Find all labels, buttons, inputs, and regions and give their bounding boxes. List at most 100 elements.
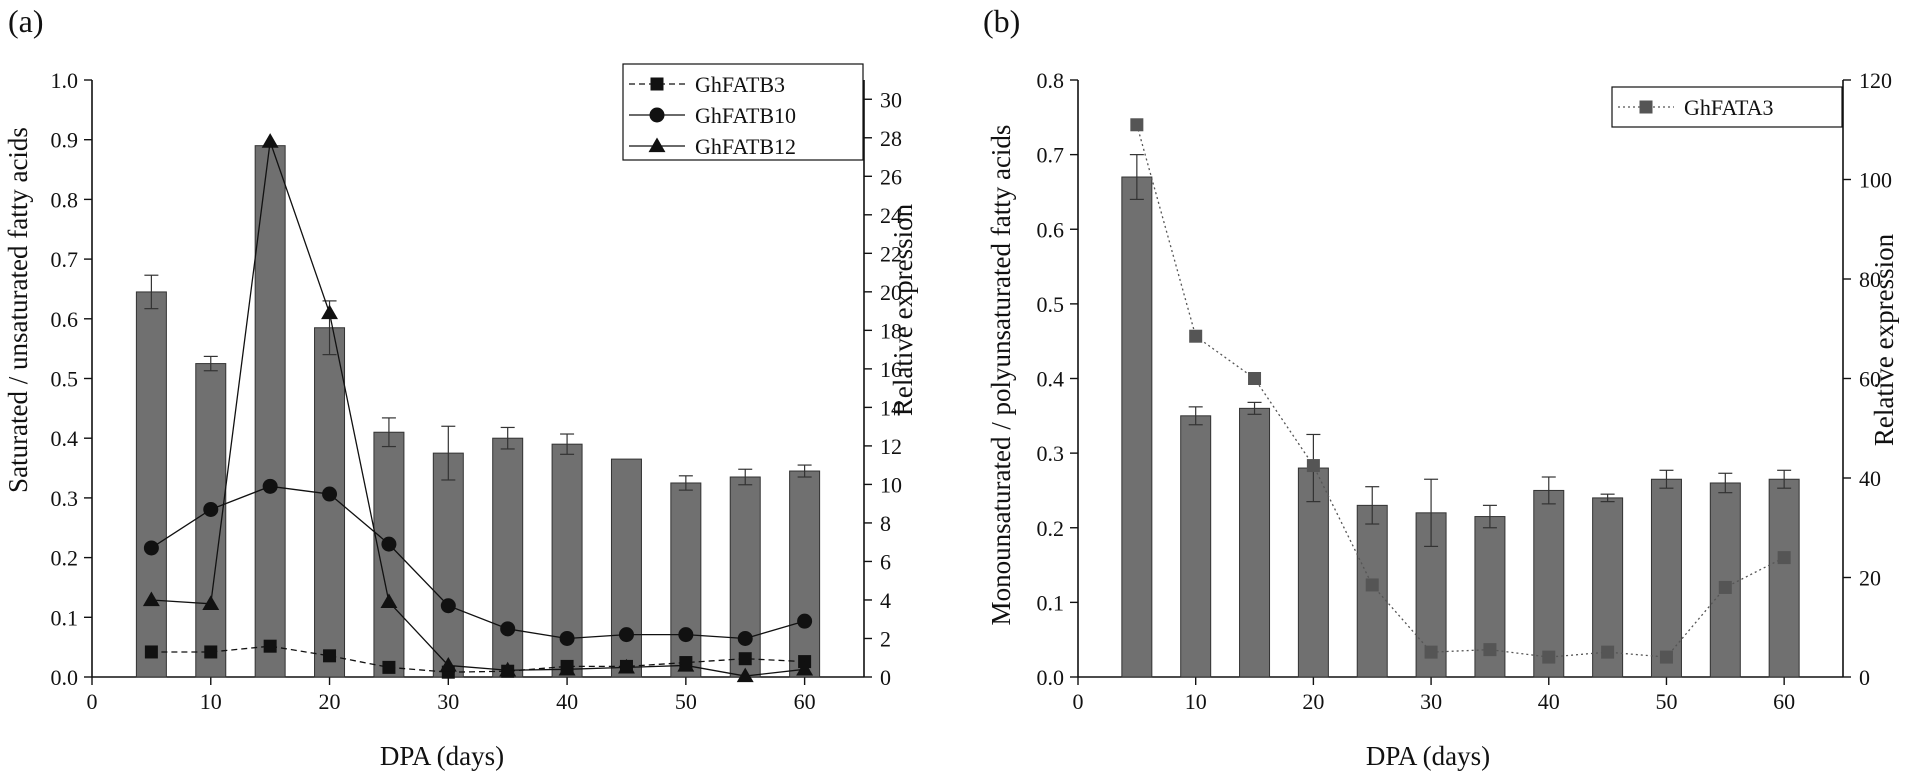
legend: GhFATA3	[1611, 86, 1843, 128]
y-tick-label: 0.8	[1037, 68, 1065, 93]
y2-tick-label: 12	[880, 434, 902, 459]
legend-marker	[650, 77, 664, 91]
series-line-ghfata3	[1136, 124, 1785, 658]
bar	[1533, 489, 1565, 678]
data-point	[261, 133, 279, 148]
y2-tick-label: 120	[1859, 68, 1892, 93]
data-point	[144, 645, 158, 659]
data-point	[381, 536, 397, 552]
data-point	[1365, 578, 1379, 592]
bar	[1297, 467, 1329, 678]
y2-axis-title: Relative expression	[1869, 233, 1899, 446]
legend: GhFATB3 GhFATB10 GhFATB12	[622, 63, 864, 161]
bars	[135, 145, 821, 678]
panel-a: (a) 0 10 20 30 40 50 600.00.10.20.30.40.50.60.…	[3, 3, 918, 771]
y2-tick-label: 60	[1859, 367, 1881, 392]
y2-tick-label: 2	[880, 626, 891, 651]
y-tick-label: 0.2	[51, 546, 79, 571]
data-point	[202, 595, 220, 610]
y-tick-label: 0.1	[1037, 590, 1065, 615]
y-tick-label: 0.9	[51, 128, 79, 153]
y-tick-label: 0.0	[51, 665, 79, 690]
y-tick-label: 0.1	[51, 605, 79, 630]
data-point	[737, 630, 753, 646]
data-point	[322, 486, 338, 502]
bar	[492, 437, 524, 678]
x-tick-label: 60	[1773, 689, 1795, 714]
bar	[195, 363, 227, 678]
data-point	[143, 540, 159, 556]
bar	[254, 145, 286, 678]
y-tick-label: 0.3	[51, 486, 79, 511]
y2-tick-label: 16	[880, 357, 902, 382]
y2-tick-label: 20	[880, 280, 902, 305]
data-point	[439, 656, 457, 672]
y-axis-title: Saturated / unsaturated fatty acids	[3, 127, 33, 493]
bar	[432, 452, 464, 678]
y-tick-label: 0.5	[1037, 292, 1065, 317]
data-point	[321, 304, 339, 320]
y-tick-label: 1.0	[51, 68, 79, 93]
data-point	[1659, 650, 1673, 664]
y-tick-label: 0.8	[51, 187, 79, 212]
bar	[789, 470, 821, 678]
data-point	[1601, 645, 1615, 659]
legend-marker	[649, 107, 665, 123]
y-tick-label: 0.7	[1037, 143, 1065, 168]
y-tick-label: 0.0	[1037, 665, 1065, 690]
data-point	[262, 478, 278, 494]
y2-tick-label: 6	[880, 549, 891, 574]
data-point	[204, 645, 218, 659]
y2-tick-label: 4	[880, 588, 891, 613]
data-point	[678, 627, 694, 643]
bar	[135, 291, 167, 678]
data-point	[1424, 645, 1438, 659]
y2-tick-label: 28	[880, 126, 902, 151]
legend-label: GhFATB10	[695, 103, 796, 128]
series-lines	[1130, 118, 1791, 664]
axes: 0 10 20 30 40 50 600.00.10.20.30.40.50.60.70.8…	[51, 68, 903, 714]
legend-label: GhFATB12	[695, 134, 796, 159]
data-point	[499, 661, 517, 677]
y-axis-title: Monounsaturated / polyunsaturated fatty …	[986, 125, 1016, 626]
y2-tick-label: 30	[880, 87, 902, 112]
data-point	[677, 656, 695, 672]
y2-tick-label: 8	[880, 511, 891, 536]
y2-tick-label: 22	[880, 241, 902, 266]
data-point	[617, 658, 635, 674]
data-point	[203, 501, 219, 517]
x-tick-label: 30	[1420, 689, 1442, 714]
y-tick-label: 0.2	[1037, 516, 1065, 541]
data-point	[796, 660, 814, 676]
data-point	[558, 660, 576, 676]
data-point	[1248, 372, 1262, 385]
data-point	[1777, 551, 1791, 565]
y-tick-label: 0.6	[1037, 217, 1065, 242]
x-tick-label: 50	[1655, 689, 1677, 714]
legend-marker	[1639, 100, 1653, 114]
x-tick-label: 50	[675, 689, 697, 714]
legend-label: GhFATA3	[1684, 95, 1774, 120]
y2-tick-label: 40	[1859, 466, 1881, 491]
x-tick-label: 10	[1185, 689, 1207, 714]
x-axis-title: DPA (days)	[380, 741, 504, 771]
y-tick-label: 0.5	[51, 367, 79, 392]
data-point	[1483, 643, 1497, 657]
y2-tick-label: 100	[1859, 168, 1892, 193]
x-tick-label: 40	[556, 689, 578, 714]
data-point	[142, 591, 160, 607]
legend-label: GhFATB3	[695, 72, 785, 97]
y-tick-label: 0.3	[1037, 441, 1065, 466]
y2-tick-label: 80	[1859, 267, 1881, 292]
data-point	[1189, 329, 1203, 343]
bars	[1121, 154, 1800, 678]
x-tick-label: 20	[1302, 689, 1324, 714]
x-tick-label: 40	[1538, 689, 1560, 714]
series-line-ghfatb10	[151, 485, 805, 640]
y-tick-label: 0.4	[1037, 367, 1065, 392]
legend-marker	[648, 137, 666, 153]
x-tick-label: 0	[87, 689, 98, 714]
series-line-ghfatb12	[151, 141, 805, 677]
data-point	[797, 613, 813, 629]
x-tick-label: 30	[437, 689, 459, 714]
